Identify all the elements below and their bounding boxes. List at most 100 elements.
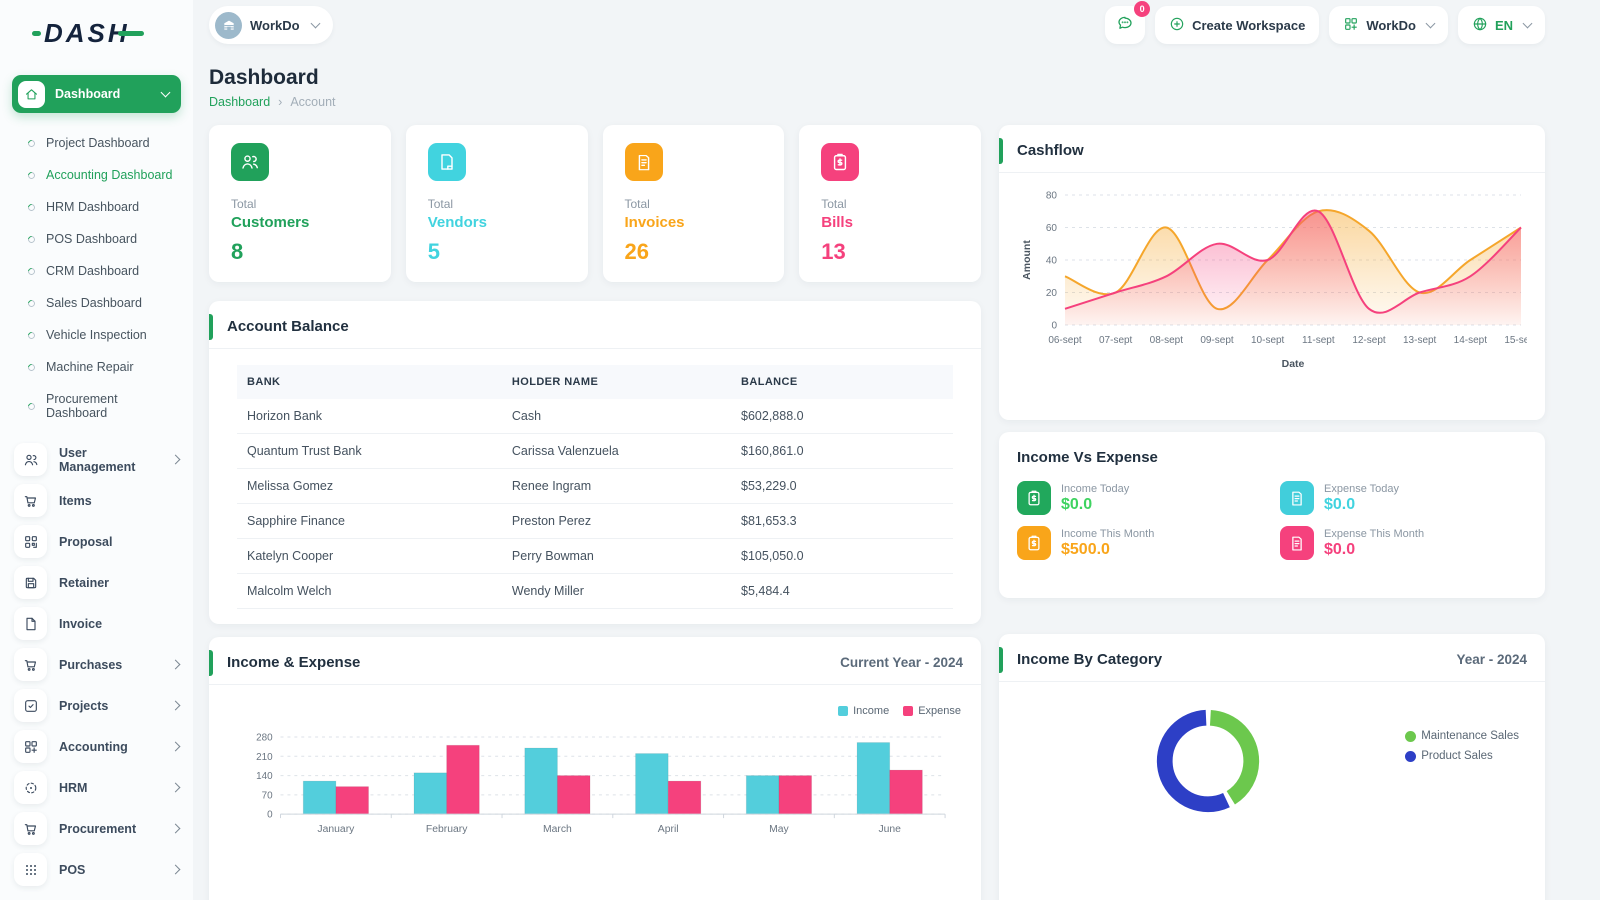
table-cell: $81,653.3 <box>731 503 953 539</box>
table-row: Quantum Trust Bank Carissa Valenzuela $160… <box>237 433 953 469</box>
messages-button[interactable]: 0 <box>1105 1 1151 44</box>
menu-item-icon <box>14 771 47 804</box>
create-workspace-button[interactable]: Create Workspace <box>1155 6 1320 44</box>
menu-item-label: Invoice <box>59 616 103 631</box>
sidebar-menu-item[interactable]: Procurement <box>12 808 181 849</box>
svg-text:70: 70 <box>262 790 273 801</box>
sidebar-sub-item[interactable]: Procurement Dashboard <box>12 383 181 429</box>
sidebar-menu-item[interactable]: Accounting <box>12 726 181 767</box>
table-cell: Melissa Gomez <box>237 468 502 504</box>
svg-text:280: 280 <box>256 732 273 743</box>
stat-card-name: Bills <box>821 214 853 231</box>
svg-text:140: 140 <box>256 771 273 782</box>
income-expense-tile: Expense This Month $0.0 <box>1280 526 1527 560</box>
chat-icon <box>1116 14 1134 37</box>
sidebar-menu-item[interactable]: Proposal <box>12 521 181 562</box>
table-cell: Malcolm Welch <box>237 573 502 609</box>
circular-arrow-icon <box>26 202 37 212</box>
stat-card-value: 26 <box>624 239 649 264</box>
menu-item-label: Purchases <box>59 657 123 672</box>
legend-item: Product Sales <box>1405 750 1519 762</box>
chevron-down-icon <box>160 87 171 98</box>
topbar-actions: 0 Create Workspace WorkDo EN <box>1105 1 1545 44</box>
sidebar-menu-item[interactable]: Invoice <box>12 603 181 644</box>
messages-badge: 0 <box>1134 1 1151 17</box>
globe-icon <box>1472 16 1488 35</box>
table-header-row: BANK HOLDER NAME BALANCE <box>237 365 953 399</box>
app-logo[interactable]: DASH <box>32 18 144 49</box>
table-cell: Carissa Valenzuela <box>501 433 732 469</box>
svg-text:07-sept: 07-sept <box>1099 335 1133 346</box>
sidebar-menu-item[interactable]: Items <box>12 480 181 521</box>
language-selector[interactable]: EN <box>1457 6 1545 44</box>
sidebar-sub-item[interactable]: CRM Dashboard <box>12 255 181 287</box>
stat-card: Total Customers 8 <box>209 125 391 282</box>
circular-arrow-icon <box>26 170 37 180</box>
income-expense-tiles: Income Today $0.0 Expense Today $0.0 Inc… <box>999 479 1545 576</box>
sidebar-sub-item[interactable]: Project Dashboard <box>12 127 181 159</box>
tile-label: Expense Today <box>1324 482 1400 495</box>
app-menu-button[interactable]: WorkDo <box>1329 6 1448 44</box>
panel-title: Income By Category <box>1017 651 1163 668</box>
svg-text:13-sept: 13-sept <box>1403 335 1437 346</box>
panel-title: Cashflow <box>1017 142 1084 159</box>
circular-arrow-icon <box>26 401 37 411</box>
sidebar-sub-item[interactable]: Accounting Dashboard <box>12 159 181 191</box>
table-cell: Cash <box>501 399 732 434</box>
stat-card-total-label: Total <box>624 197 650 211</box>
sidebar-menu-item[interactable]: User Management <box>12 439 181 480</box>
create-workspace-label: Create Workspace <box>1192 17 1306 33</box>
cashflow-panel: Cashflow 0 20 40 60 80 06-sept 07-sept 08-sept 0… <box>999 125 1545 420</box>
accent-bar <box>209 650 213 676</box>
legend-label: Expense <box>918 705 961 717</box>
legend-label: Income <box>853 705 890 717</box>
legend-label: Product Sales <box>1421 750 1493 762</box>
table-column-header: HOLDER NAME <box>501 365 732 399</box>
sub-item-label: Machine Repair <box>46 360 134 374</box>
circular-arrow-icon <box>26 138 37 148</box>
sidebar-sub-item[interactable]: POS Dashboard <box>12 223 181 255</box>
tile-value: $0.0 <box>1324 540 1356 558</box>
sub-item-label: Procurement Dashboard <box>46 392 118 420</box>
sub-item-label: CRM Dashboard <box>46 264 140 278</box>
sidebar-sub-item[interactable]: Vehicle Inspection <box>12 319 181 351</box>
sidebar-sub-item[interactable]: Sales Dashboard <box>12 287 181 319</box>
menu-item-icon <box>14 607 47 640</box>
bar-chart-legend: Income Expense <box>209 685 981 717</box>
svg-text:40: 40 <box>1046 256 1058 267</box>
sub-item-label: Project Dashboard <box>46 136 150 150</box>
sidebar-menu-item[interactable]: Projects <box>12 685 181 726</box>
svg-text:08-sept: 08-sept <box>1150 335 1184 346</box>
stat-card-name: Invoices <box>624 214 685 231</box>
circular-arrow-icon <box>26 234 37 244</box>
plus-circle-icon <box>1169 16 1185 35</box>
income-expense-tile: Income Today $0.0 <box>1017 481 1264 515</box>
sidebar-menu-item[interactable]: Retainer <box>12 562 181 603</box>
tile-value: $0.0 <box>1324 495 1356 513</box>
svg-text:0: 0 <box>267 810 273 821</box>
tile-icon <box>1017 481 1051 515</box>
sidebar-menu-item[interactable]: Purchases <box>12 644 181 685</box>
sidebar-sub-item[interactable]: HRM Dashboard <box>12 191 181 223</box>
panel-title: Income Vs Expense <box>1017 449 1158 466</box>
svg-text:May: May <box>769 824 789 835</box>
account-balance-panel: Account Balance BANK HOLDER NAME BALANCE H… <box>209 301 981 624</box>
menu-item-icon <box>14 812 47 845</box>
sidebar-sub-item[interactable]: Machine Repair <box>12 351 181 383</box>
circular-arrow-icon <box>26 266 37 276</box>
sidebar-menu-item[interactable]: HRM <box>12 767 181 808</box>
breadcrumb-link[interactable]: Dashboard <box>209 95 271 109</box>
svg-text:12-sept: 12-sept <box>1352 335 1386 346</box>
chevron-down-icon <box>1522 18 1533 29</box>
menu-item-icon <box>14 566 47 599</box>
sidebar-item-dashboard[interactable]: Dashboard <box>12 75 181 113</box>
table-cell: Katelyn Cooper <box>237 538 502 574</box>
chevron-right-icon <box>170 823 181 834</box>
svg-text:09-sept: 09-sept <box>1200 335 1234 346</box>
chevron-right-icon <box>170 454 181 465</box>
table-row: Katelyn Cooper Perry Bowman $105,050.0 <box>237 538 953 574</box>
legend-swatch <box>1405 730 1417 742</box>
workspace-switcher[interactable]: WorkDo <box>209 6 333 44</box>
sidebar: DASH Dashboard Project Dashboard Account… <box>0 0 193 900</box>
sidebar-menu-item[interactable]: POS <box>12 849 181 890</box>
